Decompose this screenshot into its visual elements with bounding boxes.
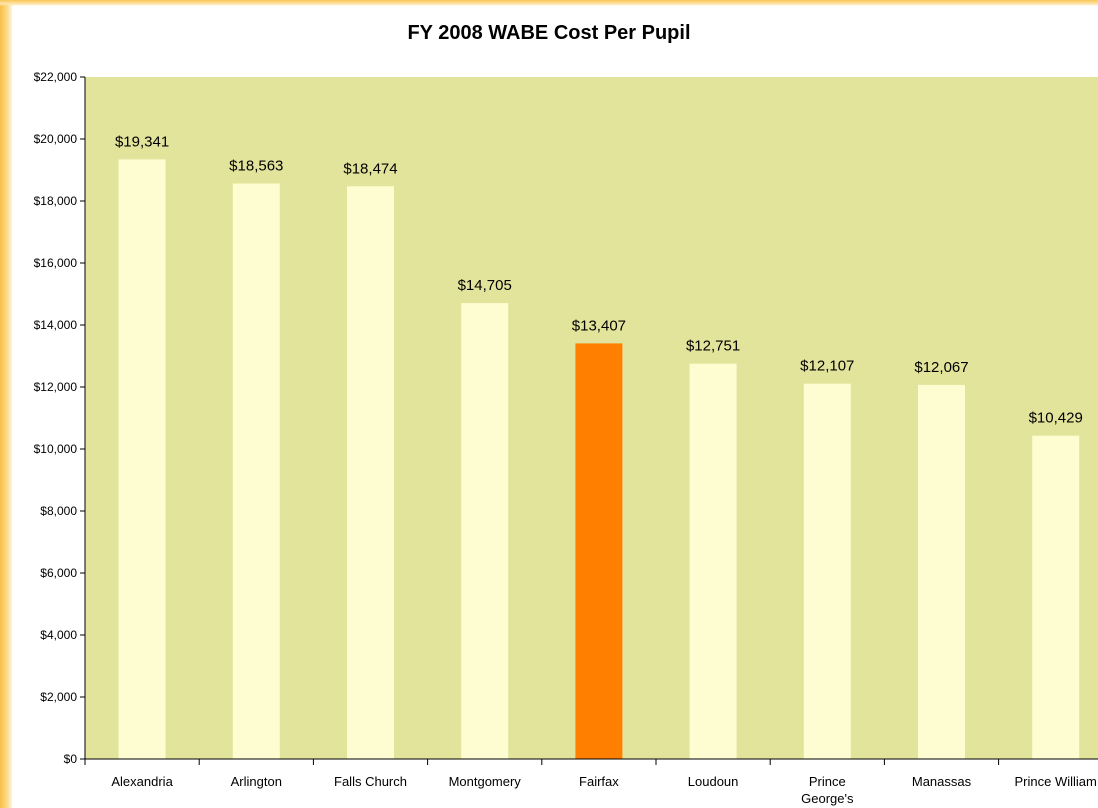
data-label: $19,341	[115, 133, 169, 150]
x-tick-label: Loudoun	[688, 774, 739, 789]
x-tick-label: Arlington	[231, 774, 282, 789]
bar-prince-george-s	[803, 383, 851, 759]
y-tick-label: $10,000	[34, 442, 78, 456]
data-label: $12,751	[686, 338, 740, 355]
bar-loudoun	[689, 363, 737, 759]
slide-top-accent	[0, 0, 1098, 6]
bar-fairfax	[575, 343, 623, 759]
y-tick-label: $16,000	[34, 256, 78, 270]
data-label: $10,429	[1029, 410, 1083, 427]
x-tick-label: Manassas	[912, 774, 972, 789]
x-tick-label: Alexandria	[111, 774, 173, 789]
y-tick-label: $12,000	[34, 380, 78, 394]
bar-montgomery	[461, 303, 509, 759]
y-tick-label: $6,000	[40, 566, 77, 580]
bar-falls-church	[347, 186, 394, 760]
bar-manassas	[918, 384, 965, 759]
data-label: $18,474	[343, 160, 397, 177]
y-tick-label: $2,000	[40, 690, 77, 704]
chart-title: FY 2008 WABE Cost Per Pupil	[407, 22, 691, 44]
x-tick-label: Prince William	[1015, 774, 1097, 789]
bar-prince-william	[1032, 435, 1080, 759]
y-tick-label: $20,000	[34, 132, 78, 146]
y-tick-label: $0	[64, 752, 78, 766]
y-tick-label: $22,000	[34, 70, 78, 84]
data-label: $13,407	[572, 317, 626, 334]
bar-alexandria	[118, 159, 166, 759]
bars	[118, 159, 1080, 760]
bar-arlington	[232, 183, 280, 759]
y-tick-label: $8,000	[40, 504, 77, 518]
y-tick-label: $4,000	[40, 628, 77, 642]
data-label: $12,107	[800, 358, 854, 375]
x-tick-label: Montgomery	[449, 774, 522, 789]
data-label: $18,563	[229, 158, 283, 175]
y-axis: $0 $2,000 $4,000 $6,000 $8,000 $10,000 $12,000…	[34, 70, 86, 766]
y-tick-label: $18,000	[34, 194, 78, 208]
data-label: $12,067	[914, 359, 968, 376]
data-label: $14,705	[458, 277, 512, 294]
x-tick-label: Prince George's	[801, 774, 854, 806]
x-tick-label: Falls Church	[334, 774, 407, 789]
x-tick-label: Fairfax	[579, 774, 619, 789]
data-labels: $19,341 $18,563 $18,474 $14,705 $13,407 $12,7…	[115, 133, 1083, 426]
y-tick-label: $14,000	[34, 318, 78, 332]
x-axis: Alexandria Arlington Falls Church Montgomer…	[84, 758, 1098, 806]
